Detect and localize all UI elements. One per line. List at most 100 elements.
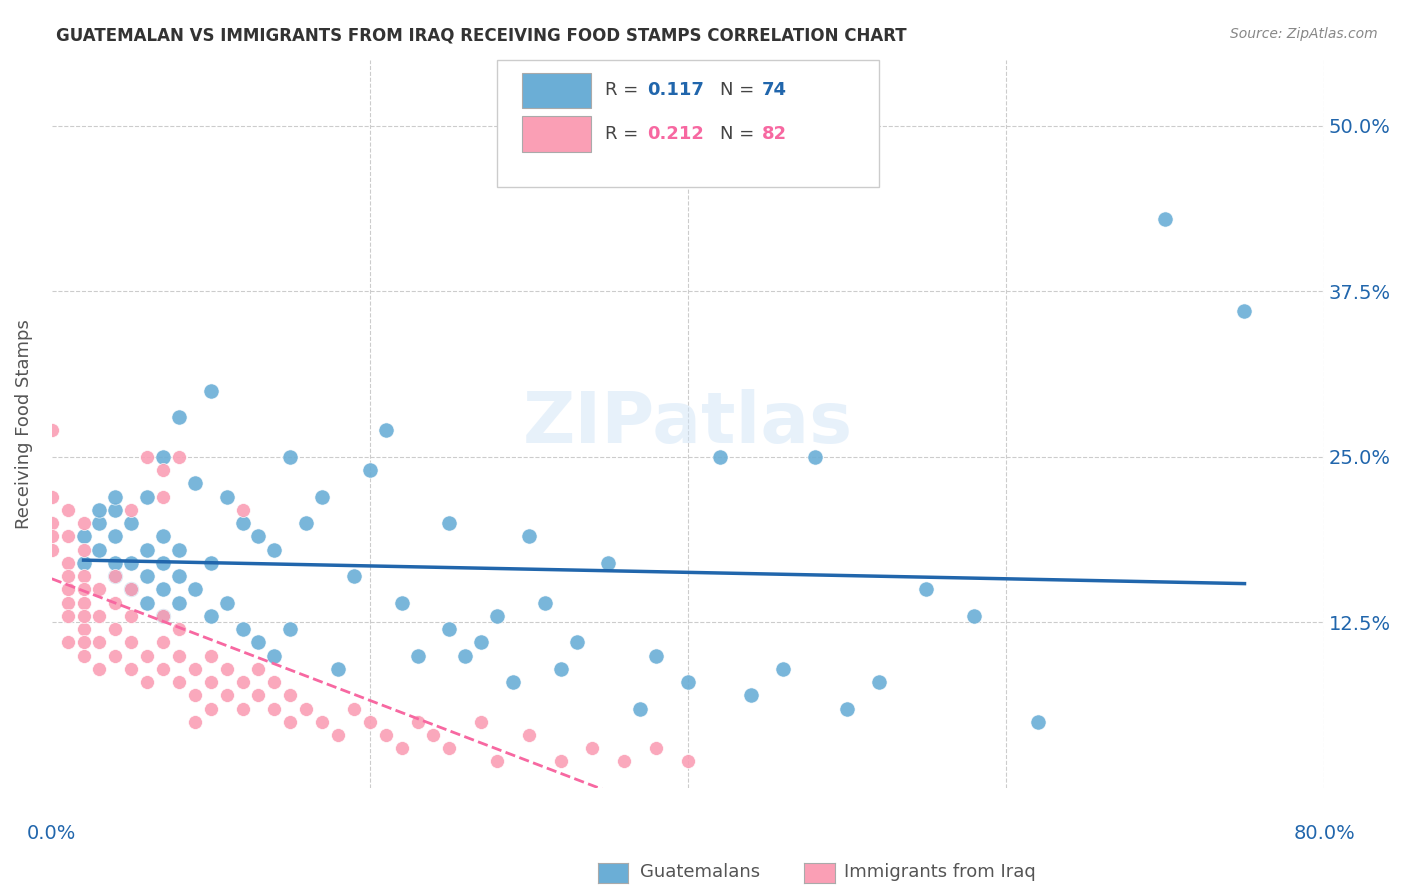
- Point: [120, 662, 142, 676]
- Point: [152, 450, 174, 464]
- Point: [184, 582, 207, 597]
- Point: [359, 714, 381, 729]
- FancyBboxPatch shape: [498, 60, 879, 187]
- Point: [104, 490, 127, 504]
- Point: [374, 424, 396, 438]
- Point: [486, 755, 509, 769]
- Point: [215, 662, 238, 676]
- Point: [167, 675, 190, 690]
- Point: [152, 463, 174, 477]
- Point: [120, 608, 142, 623]
- Point: [104, 596, 127, 610]
- Point: [56, 635, 79, 649]
- Point: [232, 516, 254, 530]
- Point: [215, 490, 238, 504]
- Point: [56, 608, 79, 623]
- Text: 74: 74: [762, 81, 787, 99]
- Point: [72, 622, 94, 636]
- Point: [343, 569, 366, 583]
- Point: [56, 529, 79, 543]
- Text: Guatemalans: Guatemalans: [640, 863, 759, 881]
- Point: [104, 569, 127, 583]
- Point: [391, 596, 413, 610]
- Point: [454, 648, 477, 663]
- Point: [709, 450, 731, 464]
- Point: [104, 529, 127, 543]
- Point: [72, 516, 94, 530]
- Point: [263, 675, 285, 690]
- Point: [136, 542, 159, 557]
- Point: [470, 714, 492, 729]
- Point: [136, 648, 159, 663]
- Point: [915, 582, 938, 597]
- Point: [645, 741, 668, 756]
- Point: [232, 503, 254, 517]
- Point: [565, 635, 588, 649]
- Point: [628, 701, 651, 715]
- Point: [406, 714, 429, 729]
- Point: [533, 596, 555, 610]
- Point: [804, 450, 827, 464]
- Point: [56, 503, 79, 517]
- Point: [72, 569, 94, 583]
- Point: [263, 648, 285, 663]
- Point: [1233, 304, 1256, 318]
- Point: [1154, 211, 1177, 226]
- Point: [215, 596, 238, 610]
- Point: [295, 516, 318, 530]
- Point: [136, 450, 159, 464]
- Text: N =: N =: [720, 81, 759, 99]
- Point: [391, 741, 413, 756]
- Point: [676, 675, 699, 690]
- Point: [439, 622, 461, 636]
- Point: [676, 755, 699, 769]
- Point: [167, 542, 190, 557]
- Point: [120, 582, 142, 597]
- Point: [326, 728, 349, 742]
- Point: [326, 662, 349, 676]
- Point: [184, 688, 207, 702]
- Point: [120, 503, 142, 517]
- Text: ZIPatlas: ZIPatlas: [523, 389, 853, 458]
- Point: [72, 608, 94, 623]
- Point: [89, 503, 111, 517]
- Point: [120, 582, 142, 597]
- Point: [72, 582, 94, 597]
- Point: [184, 714, 207, 729]
- Text: 0.212: 0.212: [647, 125, 704, 143]
- Point: [311, 714, 333, 729]
- Point: [89, 662, 111, 676]
- Point: [598, 556, 620, 570]
- Text: R =: R =: [605, 125, 644, 143]
- Point: [72, 648, 94, 663]
- Point: [550, 662, 572, 676]
- Point: [89, 582, 111, 597]
- Text: 0.0%: 0.0%: [27, 824, 76, 844]
- Point: [439, 741, 461, 756]
- Text: 82: 82: [762, 125, 787, 143]
- Point: [41, 542, 63, 557]
- Point: [152, 529, 174, 543]
- Point: [613, 755, 636, 769]
- Point: [56, 569, 79, 583]
- Point: [645, 648, 668, 663]
- Point: [550, 755, 572, 769]
- Point: [136, 490, 159, 504]
- Point: [311, 490, 333, 504]
- Y-axis label: Receiving Food Stamps: Receiving Food Stamps: [15, 318, 32, 529]
- Point: [247, 635, 270, 649]
- Point: [152, 635, 174, 649]
- Point: [72, 556, 94, 570]
- Text: 0.117: 0.117: [647, 81, 704, 99]
- Point: [72, 635, 94, 649]
- Point: [439, 516, 461, 530]
- Point: [1026, 714, 1049, 729]
- Point: [868, 675, 890, 690]
- Point: [232, 622, 254, 636]
- Point: [278, 688, 301, 702]
- Point: [167, 596, 190, 610]
- Point: [104, 503, 127, 517]
- Point: [502, 675, 524, 690]
- Point: [835, 701, 858, 715]
- Point: [89, 542, 111, 557]
